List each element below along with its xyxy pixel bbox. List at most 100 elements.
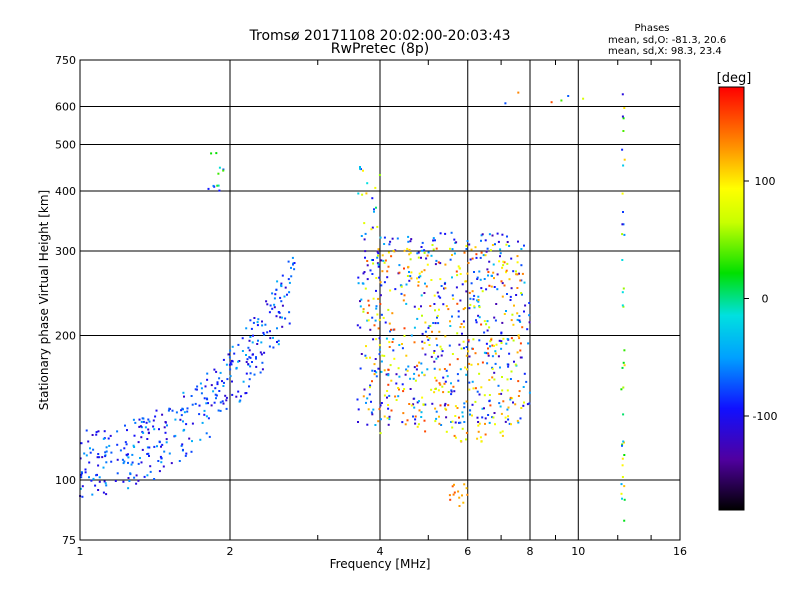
data-point [451,420,454,423]
data-point [198,404,201,407]
data-point [105,484,108,487]
data-point [182,391,185,394]
data-point [483,351,486,354]
data-point [508,278,511,281]
data-point [171,409,174,412]
data-point [383,354,386,357]
data-point [221,400,224,403]
data-point [418,400,420,403]
data-point [378,344,381,347]
data-point [365,357,368,359]
data-point [180,414,183,417]
data-point [205,432,208,435]
data-point [522,404,525,407]
data-point [373,370,376,373]
data-point [474,400,477,403]
data-point [494,243,496,246]
data-point [219,409,222,412]
data-point [621,192,624,195]
data-point [437,389,440,392]
data-point [272,346,275,349]
data-point [507,418,510,421]
data-point [443,404,446,407]
data-point [221,380,223,383]
data-point [623,107,626,109]
data-point [438,415,440,418]
data-point [475,319,477,322]
data-point [364,256,366,259]
x-tick-label: 1 [77,545,84,558]
data-point [205,415,208,418]
data-point [622,305,625,308]
data-point [481,361,484,364]
data-point [401,383,404,386]
data-point [137,441,140,444]
data-point [430,279,433,281]
data-point [455,286,458,289]
data-point [434,420,437,423]
data-point [498,260,501,263]
data-point [525,380,528,383]
data-point [191,403,194,406]
x-tick-label: 2 [227,545,234,558]
data-point [276,327,278,330]
data-point [438,368,441,371]
data-point [247,363,250,366]
data-point [97,430,100,433]
data-point [363,222,366,225]
data-point [517,380,520,383]
data-point [621,115,624,118]
data-point [445,416,448,419]
data-point [484,422,486,425]
data-point [368,304,371,307]
grid-lines [80,60,680,540]
data-point [437,295,440,298]
data-point [494,319,497,322]
data-point [160,457,163,460]
data-point [170,462,173,465]
data-point [277,311,280,313]
data-point [501,376,503,378]
data-point [431,402,434,405]
data-point [215,394,218,397]
data-point [414,418,417,421]
data-point [287,278,290,281]
data-point [497,384,500,387]
data-point [497,240,500,243]
data-point [268,311,271,314]
data-point [379,404,382,407]
data-point [481,233,484,236]
data-point [478,372,481,375]
data-point [375,371,378,374]
data-point [512,270,515,273]
data-point [219,371,222,374]
data-point [423,373,426,376]
data-point [448,363,451,366]
data-point [249,356,252,359]
data-point [429,305,432,307]
data-point [245,392,248,394]
data-point [139,425,142,428]
data-point [125,443,128,446]
data-point [97,453,100,455]
data-point [469,297,472,300]
data-point [455,241,458,244]
data-point [155,409,158,412]
data-point [430,254,433,257]
data-point [496,273,499,276]
data-point [365,401,367,404]
data-point [386,276,389,279]
data-point [83,452,86,455]
data-point [122,462,125,465]
data-point [424,403,427,406]
data-point [433,367,436,370]
data-point [499,405,502,408]
data-point [489,340,492,343]
data-point [477,363,480,366]
data-point [490,338,493,341]
data-point [116,472,119,475]
data-point [361,282,364,285]
data-point [248,385,250,388]
data-point [245,354,247,356]
data-point [271,307,274,310]
